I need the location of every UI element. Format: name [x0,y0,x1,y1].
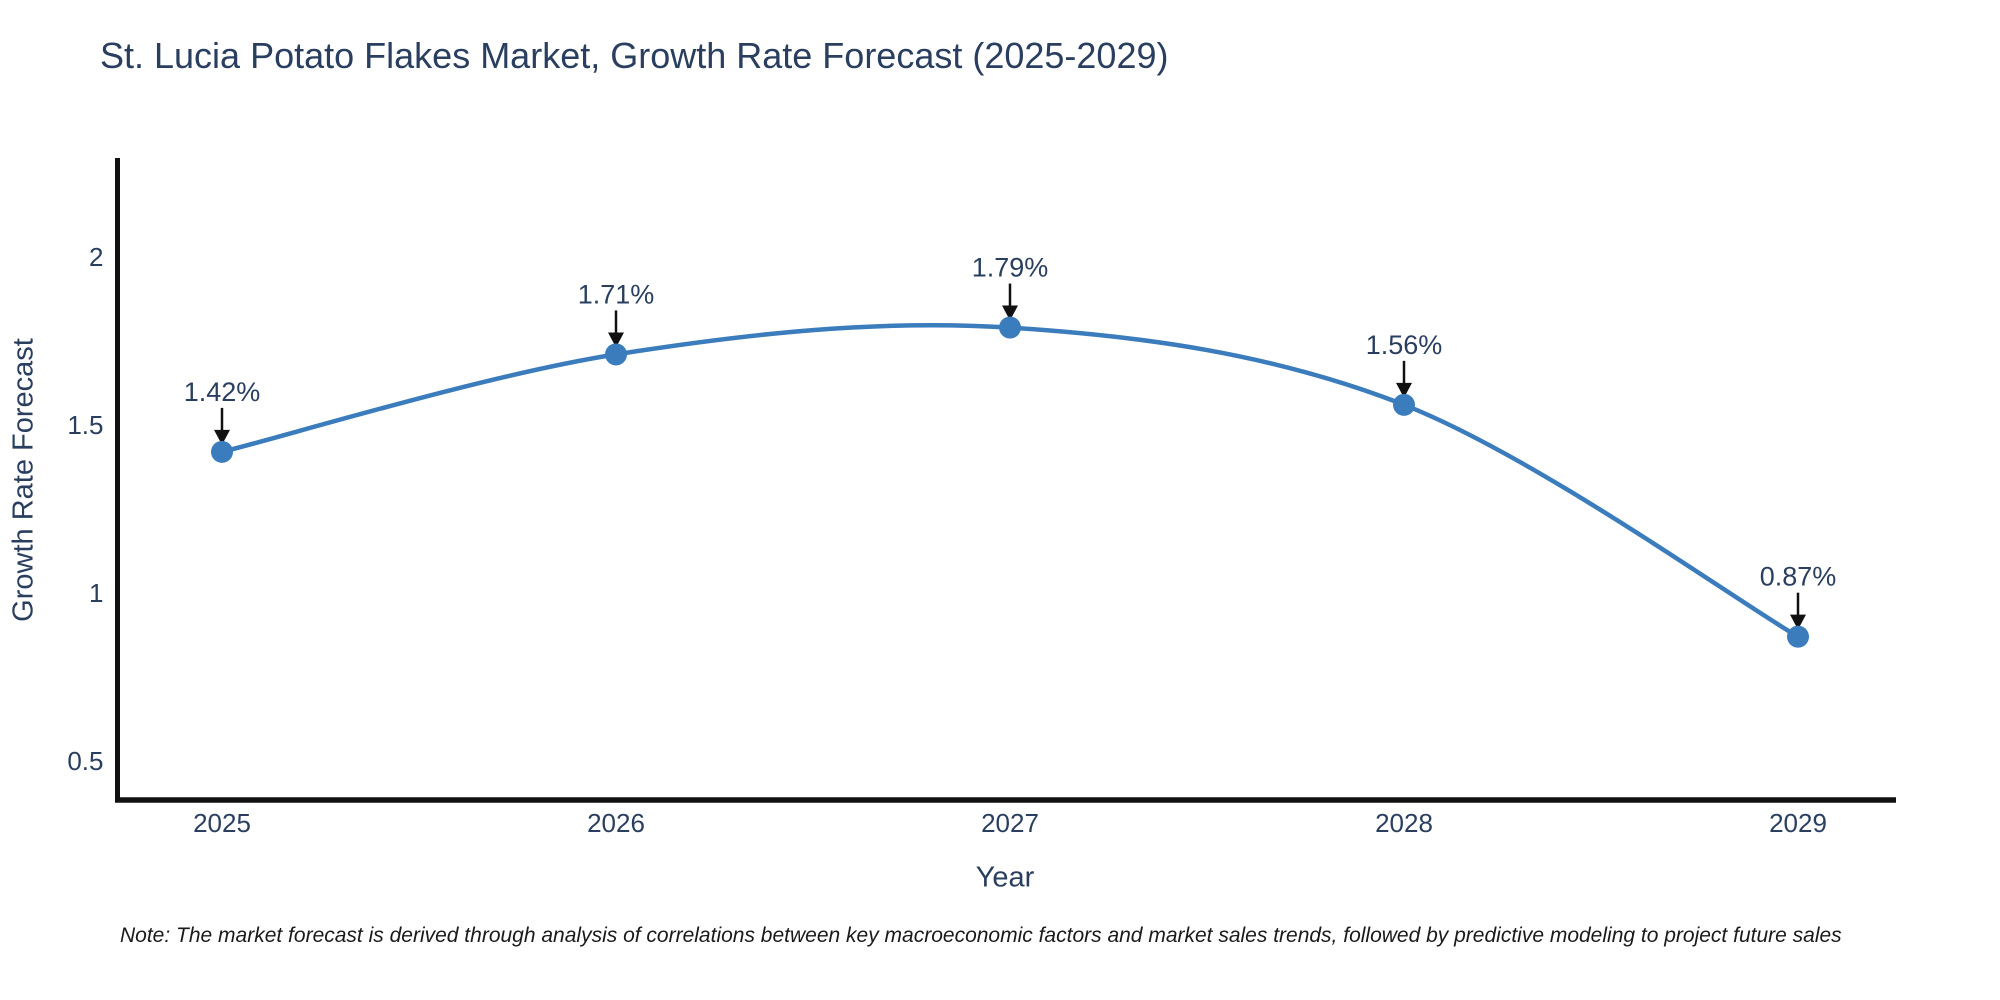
chart-title: St. Lucia Potato Flakes Market, Growth R… [100,35,1169,76]
data-point-label: 1.42% [184,377,261,407]
y-tick-label: 1 [89,578,103,608]
data-point-marker[interactable] [605,343,627,366]
annotation-arrowhead [1396,382,1412,398]
annotation-arrowhead [608,332,624,348]
y-tick-label: 0.5 [67,746,103,776]
trend-line [221,322,1800,639]
x-tick-label: 2028 [1375,808,1433,838]
y-axis-title: Growth Rate Forecast [7,338,40,622]
y-tick-label: 1.5 [67,410,103,440]
x-tick-label: 2026 [587,808,645,838]
footnote: Note: The market forecast is derived thr… [120,924,1842,947]
x-tick-label: 2025 [193,808,251,838]
data-point-marker[interactable] [1393,393,1415,416]
x-tick-label: 2029 [1769,808,1827,838]
data-point-label: 0.87% [1760,562,1837,592]
data-point-label: 1.71% [578,279,655,309]
annotation-arrowhead [1002,305,1018,321]
data-point-label: 1.56% [1366,330,1443,360]
data-point-marker[interactable] [211,440,233,463]
annotation-arrowhead [214,429,230,445]
data-point-label: 1.79% [972,253,1049,283]
x-tick-label: 2027 [981,808,1039,838]
x-axis-title: Year [975,861,1035,894]
data-point-marker[interactable] [999,316,1021,339]
data-point-marker[interactable] [1787,625,1809,648]
y-tick-label: 2 [89,242,103,272]
annotation-arrowhead [1790,614,1806,630]
